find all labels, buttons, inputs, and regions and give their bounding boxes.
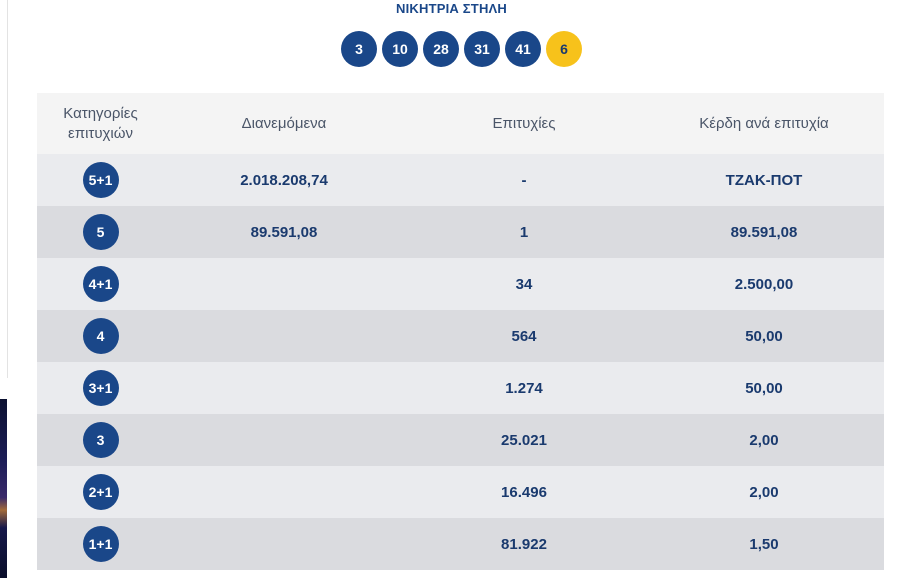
category-badge: 5+1 bbox=[82, 162, 119, 198]
header-category-line1: Κατηγορίες bbox=[63, 104, 138, 122]
winners-cell: 25.021 bbox=[501, 431, 547, 449]
prize-cell: 89.591,08 bbox=[730, 223, 798, 241]
table-row: 5+1 2.018.208,74 - ΤΖΑΚ-ΠΟΤ bbox=[37, 154, 884, 206]
winners-cell: 1.274 bbox=[505, 379, 543, 397]
prize-table-header: Κατηγορίες επιτυχιών Διανεμόμενα Επιτυχί… bbox=[37, 93, 884, 154]
header-winners: Επιτυχίες bbox=[492, 115, 556, 132]
category-badge: 4 bbox=[82, 318, 119, 354]
table-row: 4+1 34 2.500,00 bbox=[37, 258, 884, 310]
header-distributed: Διανεμόμενα bbox=[241, 115, 327, 132]
table-row: 3+1 1.274 50,00 bbox=[37, 362, 884, 414]
table-row: 2+1 16.496 2,00 bbox=[37, 466, 884, 518]
winning-number-ball: 3 bbox=[341, 31, 377, 67]
category-badge: 2+1 bbox=[82, 474, 119, 510]
category-badge: 4+1 bbox=[82, 266, 119, 302]
table-row: 4 564 50,00 bbox=[37, 310, 884, 362]
winning-number-ball: 41 bbox=[505, 31, 541, 67]
prize-cell: 2,00 bbox=[749, 483, 779, 501]
winners-cell: 1 bbox=[519, 223, 529, 241]
table-row: 5 89.591,08 1 89.591,08 bbox=[37, 206, 884, 258]
prize-table: Κατηγορίες επιτυχιών Διανεμόμενα Επιτυχί… bbox=[37, 93, 884, 570]
winners-cell: 564 bbox=[511, 327, 537, 345]
winning-number-ball: 10 bbox=[382, 31, 418, 67]
winners-cell: 16.496 bbox=[501, 483, 547, 501]
prize-cell: ΤΖΑΚ-ΠΟΤ bbox=[725, 171, 803, 189]
prize-cell: 2,00 bbox=[749, 431, 779, 449]
winners-cell: - bbox=[521, 171, 527, 189]
category-badge: 1+1 bbox=[82, 526, 119, 562]
distributed-cell: 89.591,08 bbox=[250, 223, 318, 241]
header-category: Κατηγορίες επιτυχιών bbox=[37, 104, 164, 144]
winning-number-ball: 31 bbox=[464, 31, 500, 67]
prize-cell: 2.500,00 bbox=[734, 275, 794, 293]
table-row: 3 25.021 2,00 bbox=[37, 414, 884, 466]
table-row: 1+1 81.922 1,50 bbox=[37, 518, 884, 570]
left-divider bbox=[7, 0, 8, 378]
bonus-number-ball: 6 bbox=[546, 31, 582, 67]
winning-numbers: 3 10 28 31 41 6 bbox=[341, 31, 582, 67]
header-category-line2: επιτυχιών bbox=[68, 124, 133, 142]
category-badge: 5 bbox=[82, 214, 119, 250]
prize-cell: 50,00 bbox=[745, 327, 783, 345]
prize-cell: 1,50 bbox=[749, 535, 779, 553]
category-badge: 3+1 bbox=[82, 370, 119, 406]
winning-column-title: ΝΙΚΗΤΡΙΑ ΣΤΗΛΗ bbox=[396, 1, 507, 16]
header-prize: Κέρδη ανά επιτυχία bbox=[699, 115, 829, 132]
prize-cell: 50,00 bbox=[745, 379, 783, 397]
winners-cell: 34 bbox=[515, 275, 533, 293]
category-badge: 3 bbox=[82, 422, 119, 458]
winners-cell: 81.922 bbox=[501, 535, 547, 553]
winning-number-ball: 28 bbox=[423, 31, 459, 67]
distributed-cell: 2.018.208,74 bbox=[240, 171, 328, 189]
side-banner-image bbox=[0, 399, 7, 578]
